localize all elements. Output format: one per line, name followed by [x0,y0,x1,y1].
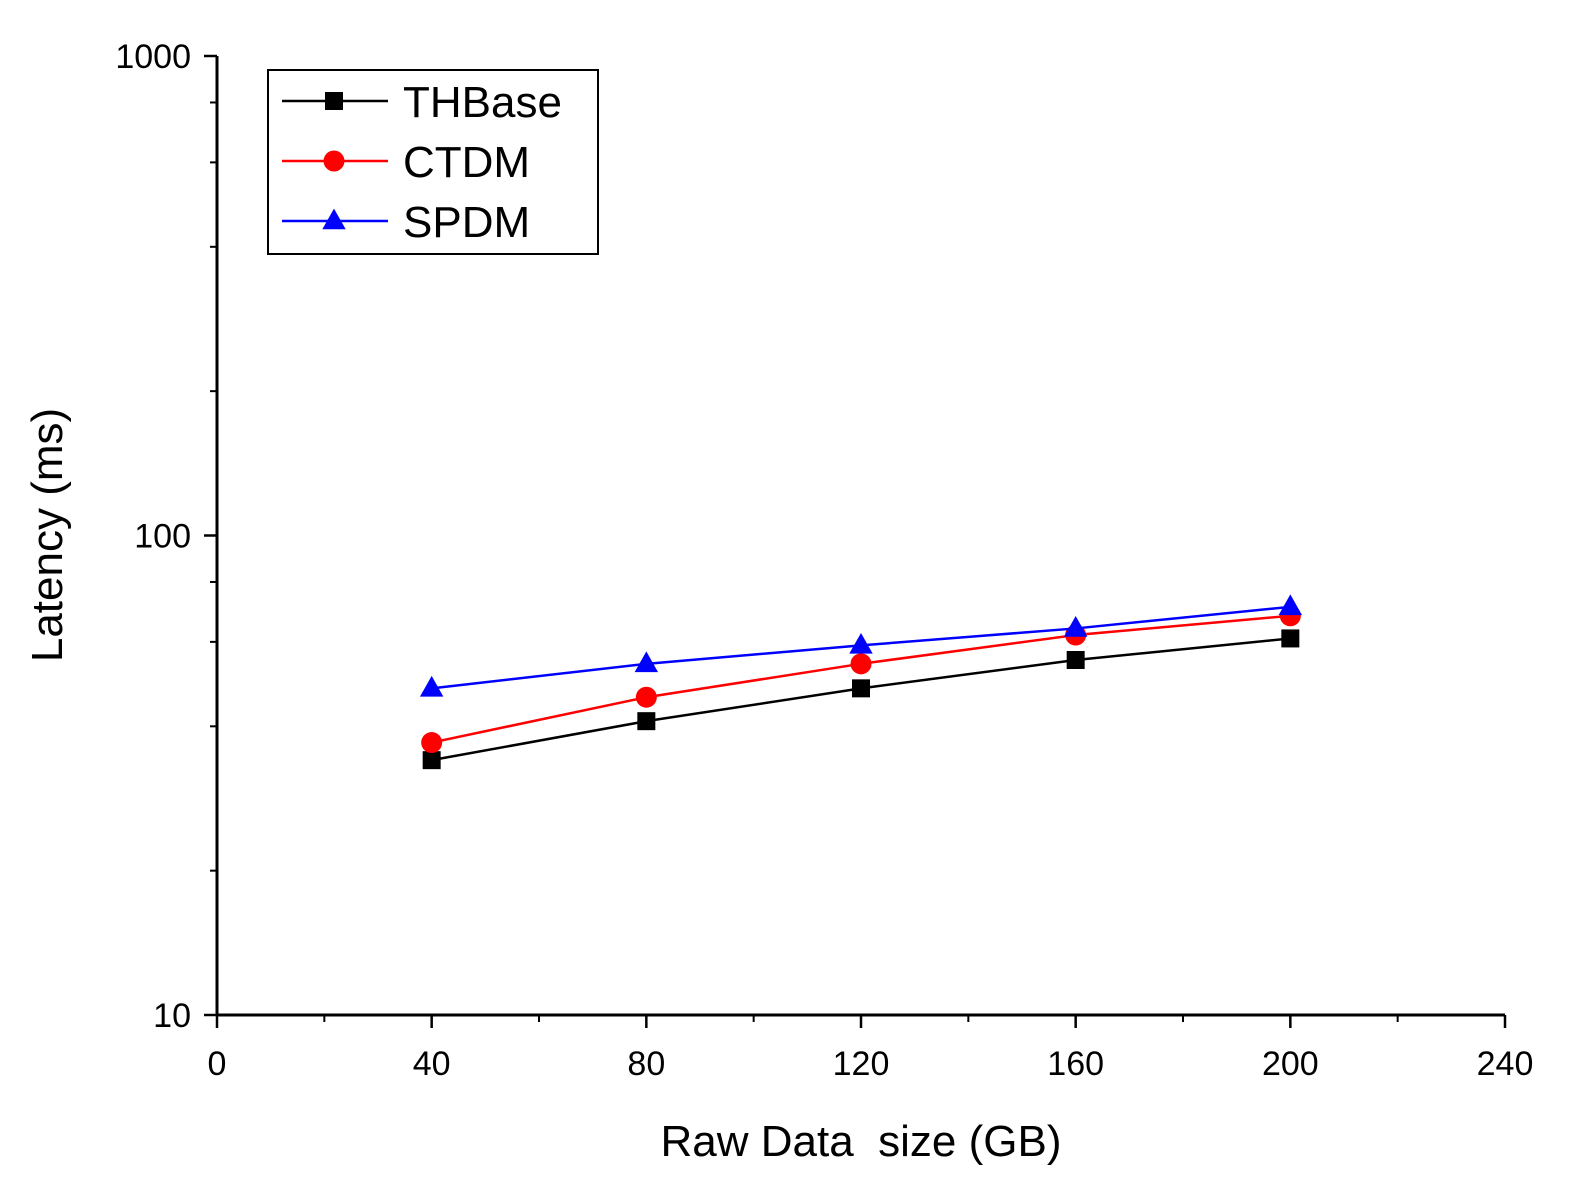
series-spdm [419,594,1303,697]
y-tick-label: 1000 [115,38,191,76]
legend-item-thbase: THBase [282,78,562,127]
data-point [637,712,656,731]
data-point [1066,650,1085,669]
data-point [1278,594,1303,616]
y-axis-title: Latency (ms) [23,408,72,662]
legend-item-spdm: SPDM [282,198,530,247]
x-tick-label: 80 [627,1045,665,1083]
legend-label: SPDM [403,198,530,247]
data-point [634,651,659,673]
legend-marker [322,208,346,230]
y-tick-label: 100 [134,518,191,556]
data-point [422,751,441,770]
series-ctdm [421,605,1301,754]
series-thbase [422,629,1300,770]
data-point [421,732,443,754]
axes: 0 40 80 120 160 200 240 10 100 1000 [115,38,1533,1083]
x-tick-label: 160 [1047,1045,1104,1083]
data-point [850,653,872,675]
x-tick-label: 0 [208,1045,227,1083]
legend-item-ctdm: CTDM [282,138,530,187]
data-point [419,675,444,697]
x-tick-label: 40 [413,1045,451,1083]
x-tick-label: 200 [1262,1045,1319,1083]
y-tick-label: 10 [153,997,191,1035]
legend-marker [323,150,345,172]
x-tick-label: 240 [1477,1045,1534,1083]
x-tick-label: 120 [833,1045,890,1083]
data-point [849,632,873,654]
data-point [1063,616,1088,637]
data-point [1281,629,1300,648]
x-axis-title: Raw Data size (GB) [661,1117,1062,1166]
data-point [852,679,870,698]
series-layer [419,594,1303,770]
legend-label: THBase [403,78,562,127]
legend: THBase CTDM SPDM [267,69,599,255]
legend-label: CTDM [403,138,530,187]
data-point [635,686,657,708]
legend-marker [325,92,343,110]
